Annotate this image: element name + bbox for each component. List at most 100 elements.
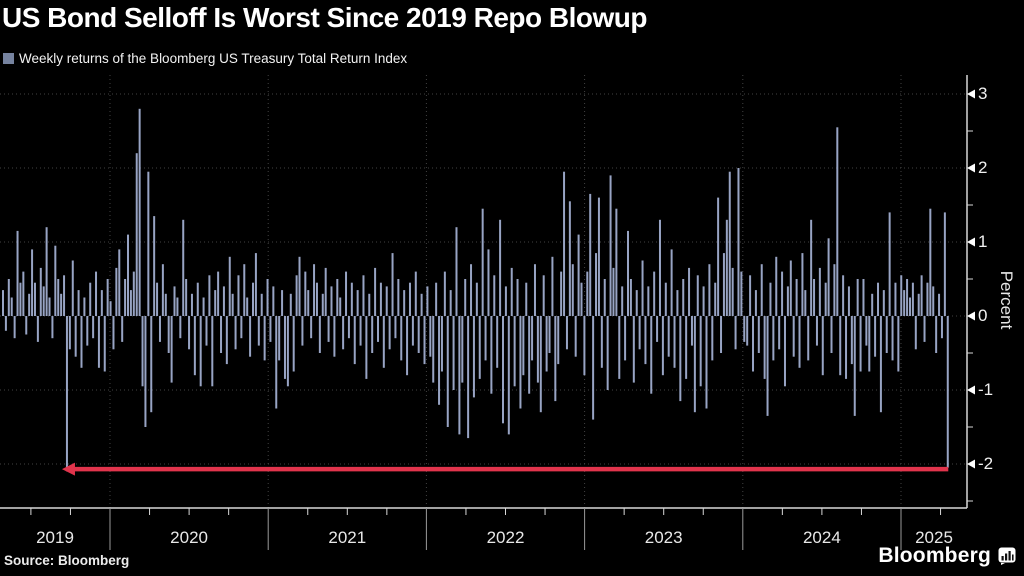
bar [685,316,688,379]
bar [176,297,179,316]
y-tick-label: 1 [978,232,988,251]
bar [97,316,100,368]
bar [615,208,618,316]
bar [731,267,734,316]
bar [362,275,365,316]
bar [565,316,568,350]
bar [31,249,34,316]
bar [13,316,16,339]
bar [725,219,728,316]
bar [109,301,112,316]
bar [147,171,150,316]
bar [356,290,359,316]
bar [86,316,89,346]
bar [298,256,301,316]
bar [810,219,813,316]
bar [940,316,943,339]
bar [679,316,682,402]
bar [824,282,827,316]
bar [795,279,798,316]
bar [923,316,926,342]
bar [917,293,920,316]
bar [871,293,874,316]
brand-footer: Bloomberg [878,544,1016,568]
bloomberg-wordmark: Bloomberg [878,544,991,567]
bar [281,290,284,316]
bar [481,208,484,316]
bar [324,267,327,316]
legend-swatch-icon [3,53,14,64]
bar [516,279,519,316]
bar [458,316,461,435]
bar [868,316,871,372]
x-year-label: 2021 [328,528,367,547]
bar [891,316,894,361]
bar [522,316,525,376]
bar [946,316,949,468]
bar [22,271,25,316]
bar [263,316,266,361]
bar [283,316,286,379]
bar [563,171,566,316]
bar [670,249,673,316]
bar [124,279,127,316]
bar [127,234,129,316]
bar [429,316,432,357]
bar [417,316,420,353]
bar [612,267,615,316]
bar [717,197,720,316]
y-tick-label: -1 [978,380,994,399]
bar [827,238,830,316]
bar [45,227,48,316]
bar [208,275,211,316]
bar [842,275,845,316]
bar [449,290,452,316]
bar [778,316,781,350]
bar [161,264,164,316]
bar [577,234,580,316]
bar [935,316,938,353]
bar [158,316,161,342]
bar [490,316,493,394]
bar [772,316,775,361]
bar [920,275,923,316]
bar [182,219,185,316]
bar [336,279,339,316]
bar [144,316,147,427]
bar [443,271,446,316]
bar [818,267,821,316]
bar [760,264,763,316]
bar [801,253,804,316]
bar [740,271,743,316]
bar [743,316,746,342]
bar [653,271,656,316]
bar [19,282,22,316]
bar [179,316,182,339]
bar [272,286,275,316]
bar [132,271,135,316]
bar [693,316,696,413]
bar [461,316,464,383]
bar [400,316,403,361]
annotation-arrow-head [61,462,75,476]
bar [455,227,458,316]
bar [42,286,45,316]
bar [388,316,391,350]
bar [865,316,868,346]
bar [318,316,321,353]
bar [371,316,374,353]
bar [150,316,153,413]
bar [472,316,475,398]
y-major-tick [967,459,975,469]
bar [60,293,63,316]
bar [519,316,522,409]
bar [382,316,385,368]
bar [606,316,609,390]
bar [545,316,548,372]
bar [763,316,766,379]
bar [507,316,510,435]
bar [252,282,254,316]
bar [932,286,935,316]
bar [542,275,545,316]
x-year-label: 2019 [36,528,74,547]
